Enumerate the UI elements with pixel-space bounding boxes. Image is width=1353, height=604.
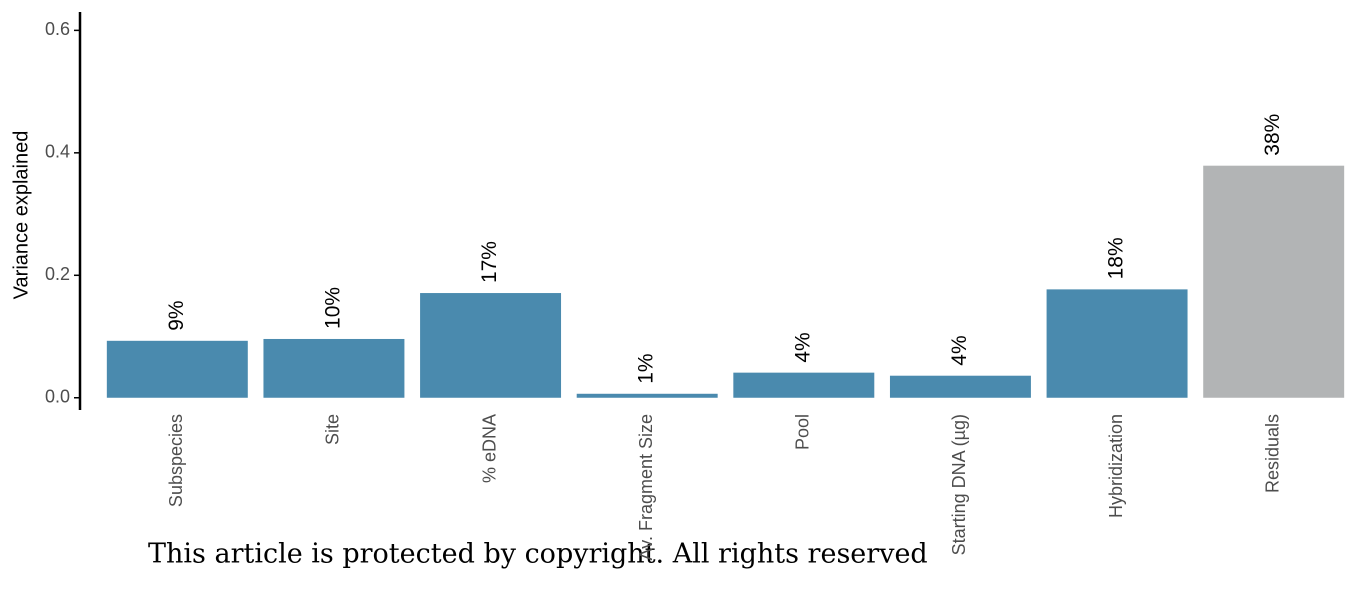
footer: This article is protected by copyright. … <box>148 539 928 570</box>
value-label: 38% <box>1261 114 1284 156</box>
x-tick-label: Hybridization <box>1106 414 1126 518</box>
x-tick-label: Residuals <box>1262 414 1282 493</box>
value-label: 9% <box>165 300 188 330</box>
bar <box>263 338 405 398</box>
value-label: 4% <box>791 332 814 362</box>
x-tick-label: Site <box>323 414 343 445</box>
value-label: 10% <box>321 287 344 329</box>
value-label: 1% <box>635 353 658 383</box>
y-tick-label: 0.2 <box>45 264 70 284</box>
bar <box>576 393 718 398</box>
bar <box>1203 165 1345 398</box>
bar <box>889 375 1031 398</box>
x-tick-label: Pool <box>793 414 813 450</box>
bar <box>1046 289 1188 398</box>
x-tick-label: Subspecies <box>166 414 186 507</box>
value-label: 17% <box>478 241 501 283</box>
y-tick-label: 0.4 <box>45 142 70 162</box>
y-axis-label: Variance explained <box>10 131 32 300</box>
bar <box>420 293 562 398</box>
y-tick-label: 0.0 <box>45 387 70 407</box>
x-tick-label: Starting DNA (µg) <box>949 414 969 555</box>
x-tick-label: % eDNA <box>479 414 499 483</box>
bar <box>733 372 875 398</box>
x-tick-label: Av. Fragment Size <box>636 414 656 560</box>
bar <box>106 340 248 398</box>
value-label: 18% <box>1105 237 1128 279</box>
value-label: 4% <box>948 335 971 365</box>
y-tick-label: 0.6 <box>45 19 70 39</box>
